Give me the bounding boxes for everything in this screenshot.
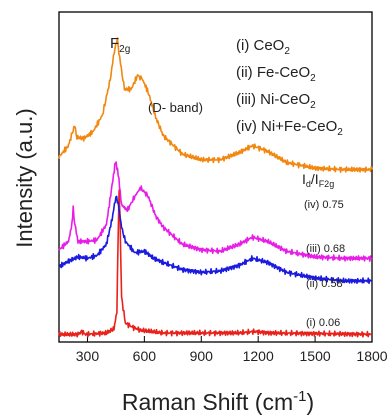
series-line	[58, 195, 373, 285]
legend-item-1-main: (i) CeO	[236, 37, 284, 54]
ratio-header-sep: /I	[311, 171, 319, 187]
x-tick-label: 900	[190, 348, 214, 364]
series-label-ii: (ii) 0.58	[306, 278, 343, 290]
series-line	[58, 189, 373, 338]
legend-item-2-main: (ii) Fe-CeO	[236, 64, 310, 81]
band-label: (D- band)	[148, 100, 203, 115]
x-axis-title: Raman Shift (cm-1)	[122, 388, 314, 415]
x-tick-label: 300	[76, 348, 100, 364]
peak-label-sub: 2g	[119, 44, 130, 55]
legend: (i) CeO2 (ii) Fe-CeO2 (iii) Ni-CeO2 (iv)…	[236, 37, 343, 138]
series-label-i: (i) 0.06	[306, 317, 340, 329]
ratio-header: Id/IF2g	[302, 171, 334, 189]
x-tick-label: 1500	[300, 348, 331, 364]
series-label-iv: (iv) 0.75	[304, 199, 344, 211]
legend-item-2: (ii) Fe-CeO2	[236, 64, 316, 84]
x-axis-title-sup: -1	[293, 388, 306, 405]
x-axis-title-main: Raman Shift (cm	[122, 389, 293, 415]
series-line	[58, 161, 373, 262]
ratio-header-sub2: F2g	[319, 179, 335, 189]
legend-item-1-sub: 2	[284, 46, 290, 57]
x-tick-label: 1800	[356, 348, 387, 364]
peak-label-f2g: F2g	[110, 35, 130, 55]
plot-frame	[58, 11, 373, 343]
legend-item-4: (iv) Ni+Fe-CeO2	[236, 118, 343, 138]
series-curves	[58, 37, 373, 338]
x-tick-label: 600	[133, 348, 157, 364]
legend-item-1: (i) CeO2	[236, 37, 290, 57]
ratio-header-sub1: d	[306, 179, 311, 189]
legend-item-2-sub: 2	[310, 73, 316, 84]
x-axis-title-close: )	[306, 389, 314, 415]
legend-item-3: (iii) Ni-CeO2	[236, 91, 316, 111]
legend-item-3-main: (iii) Ni-CeO	[236, 91, 310, 108]
peak-label-main: F	[110, 35, 119, 52]
legend-item-4-sub: 2	[337, 127, 343, 138]
y-axis-title: Intensity (a.u.)	[12, 108, 37, 247]
legend-item-4-main: (iv) Ni+Fe-CeO	[236, 118, 337, 135]
x-axis-ticks: 300 600 900 1200 1500 1800	[76, 336, 388, 364]
series-label-iii: (iii) 0.68	[306, 243, 345, 255]
legend-item-3-sub: 2	[310, 100, 316, 111]
series-line	[58, 37, 373, 173]
ratio-header-main: I	[302, 171, 306, 187]
x-tick-label: 1200	[243, 348, 274, 364]
